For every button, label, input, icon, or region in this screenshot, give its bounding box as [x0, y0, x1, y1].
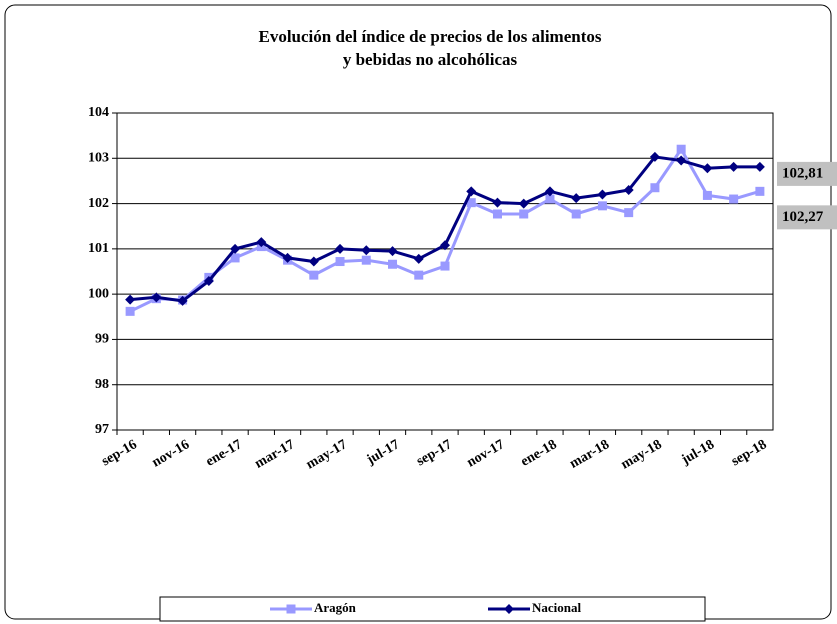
chart-title: y bebidas no alcohólicas — [343, 50, 518, 69]
point-marker — [203, 276, 214, 287]
y-tick-label: 97 — [95, 422, 109, 437]
point-marker — [282, 252, 293, 263]
point-marker — [361, 255, 371, 265]
point-marker — [308, 256, 319, 267]
point-marker — [256, 237, 267, 248]
value-label: 102,27 — [782, 209, 824, 225]
value-label-box — [777, 161, 837, 186]
point-marker — [597, 189, 608, 200]
point-marker — [492, 209, 502, 219]
legend-box — [159, 596, 706, 622]
point-marker — [361, 245, 372, 256]
y-tick-label: 99 — [95, 332, 109, 347]
point-marker — [414, 270, 424, 280]
point-marker — [387, 246, 398, 257]
point-marker — [676, 155, 687, 166]
point-marker — [729, 194, 739, 204]
point-marker — [440, 261, 450, 271]
point-marker — [518, 198, 529, 209]
y-tick-label: 102 — [88, 196, 109, 211]
point-marker — [309, 270, 319, 280]
point-marker — [519, 209, 529, 219]
point-marker — [650, 183, 660, 193]
point-marker — [440, 240, 450, 251]
y-tick-label: 101 — [88, 241, 109, 256]
point-marker — [545, 194, 555, 204]
point-marker — [571, 193, 582, 204]
point-marker — [125, 294, 136, 305]
legend-label: Nacional — [532, 600, 582, 615]
point-marker — [151, 292, 162, 303]
point-marker — [676, 144, 686, 154]
point-marker — [728, 161, 739, 172]
point-marker — [624, 208, 634, 218]
point-marker — [649, 151, 660, 162]
point-marker — [702, 163, 713, 174]
plot-area — [116, 112, 774, 431]
point-marker — [466, 198, 476, 208]
point-marker — [125, 306, 135, 316]
point-marker — [177, 295, 188, 306]
point-marker — [754, 161, 765, 172]
y-tick-label: 103 — [88, 151, 109, 166]
y-tick-label: 104 — [88, 105, 109, 120]
chart-title: Evolución del índice de precios de los a… — [258, 27, 601, 46]
value-label-box — [777, 205, 837, 230]
point-marker — [335, 243, 346, 254]
point-marker — [335, 257, 345, 267]
point-marker — [230, 243, 241, 254]
point-marker — [492, 197, 503, 208]
y-tick-label: 100 — [88, 286, 109, 301]
point-marker — [623, 184, 634, 195]
point-marker — [230, 253, 240, 263]
point-marker — [466, 186, 477, 197]
y-tick-label: 98 — [95, 377, 109, 392]
value-label: 102,81 — [782, 165, 823, 181]
point-marker — [571, 209, 581, 219]
point-marker — [413, 253, 424, 264]
point-marker — [702, 190, 712, 200]
point-marker — [544, 186, 555, 197]
legend-marker — [286, 604, 296, 614]
legend-label: Aragón — [314, 600, 357, 615]
point-marker — [597, 201, 607, 211]
legend-marker — [504, 604, 514, 614]
point-marker — [755, 186, 765, 196]
point-marker — [388, 259, 398, 269]
